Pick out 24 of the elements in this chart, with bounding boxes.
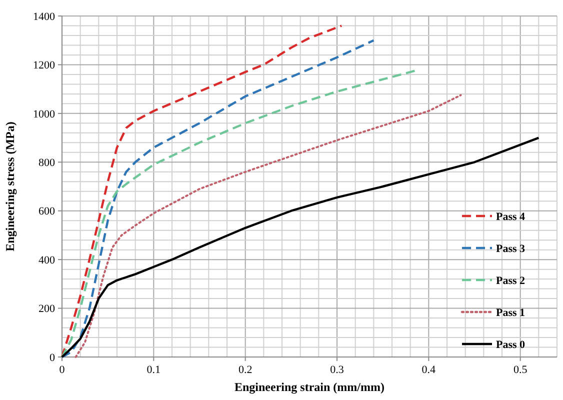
- y-tick-label: 200: [38, 303, 56, 316]
- legend-label: Pass 4: [496, 210, 526, 223]
- y-tick-label: 1000: [33, 108, 56, 120]
- x-tick-label: 0.1: [146, 364, 161, 376]
- legend-label: Pass 2: [496, 274, 526, 287]
- x-tick-label: 0.5: [513, 364, 528, 376]
- x-axis-title: Engineering strain (mm/mm): [234, 380, 384, 394]
- y-tick-label: 800: [38, 156, 56, 169]
- y-tick-label: 1200: [33, 60, 56, 72]
- x-tick-label: 0.2: [238, 364, 252, 376]
- y-tick-label: 400: [38, 254, 56, 266]
- line-series: [74, 94, 462, 358]
- y-axis-title: Engineering stress (MPa): [3, 122, 17, 252]
- y-tick-label: 1400: [33, 10, 56, 23]
- x-tick-label: 0.4: [422, 364, 436, 376]
- x-tick-label: 0.3: [330, 364, 344, 376]
- line-series: [60, 136, 540, 358]
- legend-label: Pass 1: [496, 306, 526, 319]
- y-tick-label: 600: [38, 206, 56, 218]
- y-tick-label: 0: [50, 352, 56, 364]
- legend-label: Pass 3: [496, 242, 526, 255]
- legend-label: Pass 0: [496, 338, 526, 351]
- x-tick-label: 0: [59, 364, 66, 376]
- line-series: [60, 70, 416, 358]
